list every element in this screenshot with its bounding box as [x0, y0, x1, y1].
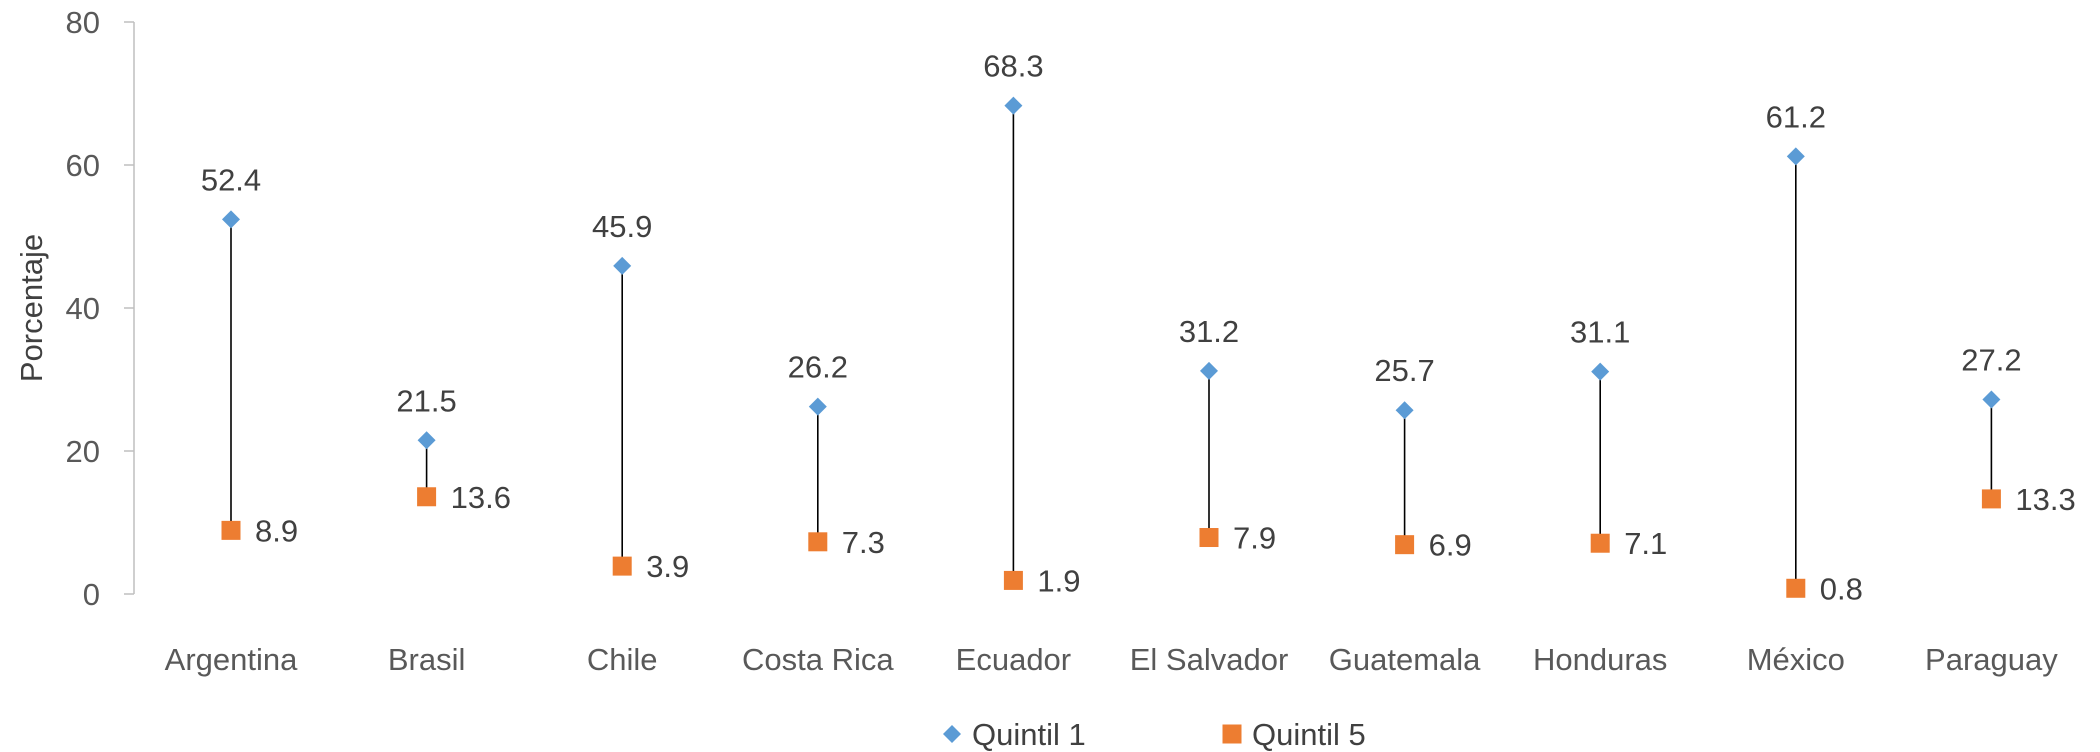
- quintil-5-label: 0.8: [1820, 571, 1863, 606]
- x-tick-label: Paraguay: [1925, 642, 2058, 677]
- quintil-1-label: 52.4: [201, 162, 261, 197]
- quintil-5-label: 7.3: [842, 525, 885, 560]
- quintil-5-label: 13.6: [451, 480, 511, 515]
- y-tick-label: 40: [66, 291, 100, 326]
- quintil-5-label: 13.3: [2015, 482, 2075, 517]
- quintil-1-label: 26.2: [788, 350, 848, 385]
- quintil-5-point: [1981, 489, 2001, 509]
- y-tick-label: 80: [66, 5, 100, 40]
- x-tick-label: Guatemala: [1329, 642, 1481, 677]
- x-tick-label: Chile: [587, 642, 658, 677]
- quintil-5-point: [1590, 533, 1610, 553]
- quintil-1-label: 68.3: [983, 49, 1043, 84]
- quintil-1-point: [1004, 96, 1023, 115]
- quintil-1-label: 31.2: [1179, 314, 1239, 349]
- markers: [221, 96, 2001, 598]
- x-tick-label: Brasil: [388, 642, 466, 677]
- legend-quintil-5-label: Quintil 5: [1252, 717, 1366, 752]
- range-lines: [230, 105, 1993, 589]
- y-axis: 0 20 40 60 80: [66, 5, 135, 612]
- y-axis-title: Porcentaje: [14, 234, 49, 382]
- x-tick-label: El Salvador: [1130, 642, 1289, 677]
- quintil-5-label: 1.9: [1037, 563, 1080, 598]
- x-tick-label: Ecuador: [956, 642, 1071, 677]
- quintil-5-point: [808, 532, 828, 552]
- x-tick-label: Argentina: [165, 642, 298, 677]
- quintil-5-point: [417, 487, 437, 507]
- legend: Quintil 1 Quintil 5: [943, 717, 1366, 752]
- y-tick-label: 60: [66, 148, 100, 183]
- quintil-1-point: [1200, 361, 1218, 380]
- quintil-1-point: [1395, 401, 1414, 420]
- quintil-1-label: 27.2: [1961, 343, 2021, 378]
- legend-quintil-1-marker: [943, 725, 961, 743]
- y-tick-label: 20: [66, 434, 100, 469]
- quintil-1-point: [417, 431, 436, 450]
- x-tick-label: México: [1747, 642, 1845, 677]
- quintil-1-label: 45.9: [592, 209, 652, 244]
- legend-quintil-1-label: Quintil 1: [972, 717, 1086, 752]
- quintil-1-point: [1786, 147, 1805, 166]
- y-tick-label: 0: [83, 577, 100, 612]
- quintil-1-label: 61.2: [1766, 99, 1826, 134]
- quintil-5-point: [1786, 578, 1806, 598]
- quintil-1-label: 31.1: [1570, 315, 1630, 350]
- quintil-1-point: [222, 210, 240, 229]
- quintil-1-label: 21.5: [396, 383, 456, 418]
- quintil-1-point: [1982, 390, 2001, 409]
- quintil-5-label: 6.9: [1429, 528, 1472, 563]
- quintil-5-point: [1003, 570, 1023, 590]
- quintil-1-point: [1591, 362, 1610, 381]
- x-tick-label: Honduras: [1533, 642, 1667, 677]
- quintil-5-label: 3.9: [646, 549, 689, 584]
- quintil-5-point: [1395, 535, 1415, 555]
- quintil-5-point: [1199, 528, 1219, 548]
- quintil-5-point: [221, 520, 241, 540]
- quintil-5-point: [612, 556, 632, 576]
- quintil-5-label: 7.9: [1233, 521, 1276, 556]
- x-axis: Argentina Brasil Chile Costa Rica Ecuador El …: [165, 642, 2059, 677]
- quintil-5-label: 8.9: [255, 513, 298, 548]
- quintil-5-label: 7.1: [1624, 526, 1667, 561]
- quintil-1-point: [613, 256, 632, 275]
- x-tick-label: Costa Rica: [742, 642, 894, 677]
- data-labels: 52.4 8.9 21.5 13.6 45.9 3.9 26.2 7.3 68.3 1.9 31.2…: [201, 49, 2076, 607]
- quintil-1-point: [808, 397, 827, 416]
- legend-quintil-5-marker: [1222, 724, 1242, 744]
- quintil-1-label: 25.7: [1374, 353, 1434, 388]
